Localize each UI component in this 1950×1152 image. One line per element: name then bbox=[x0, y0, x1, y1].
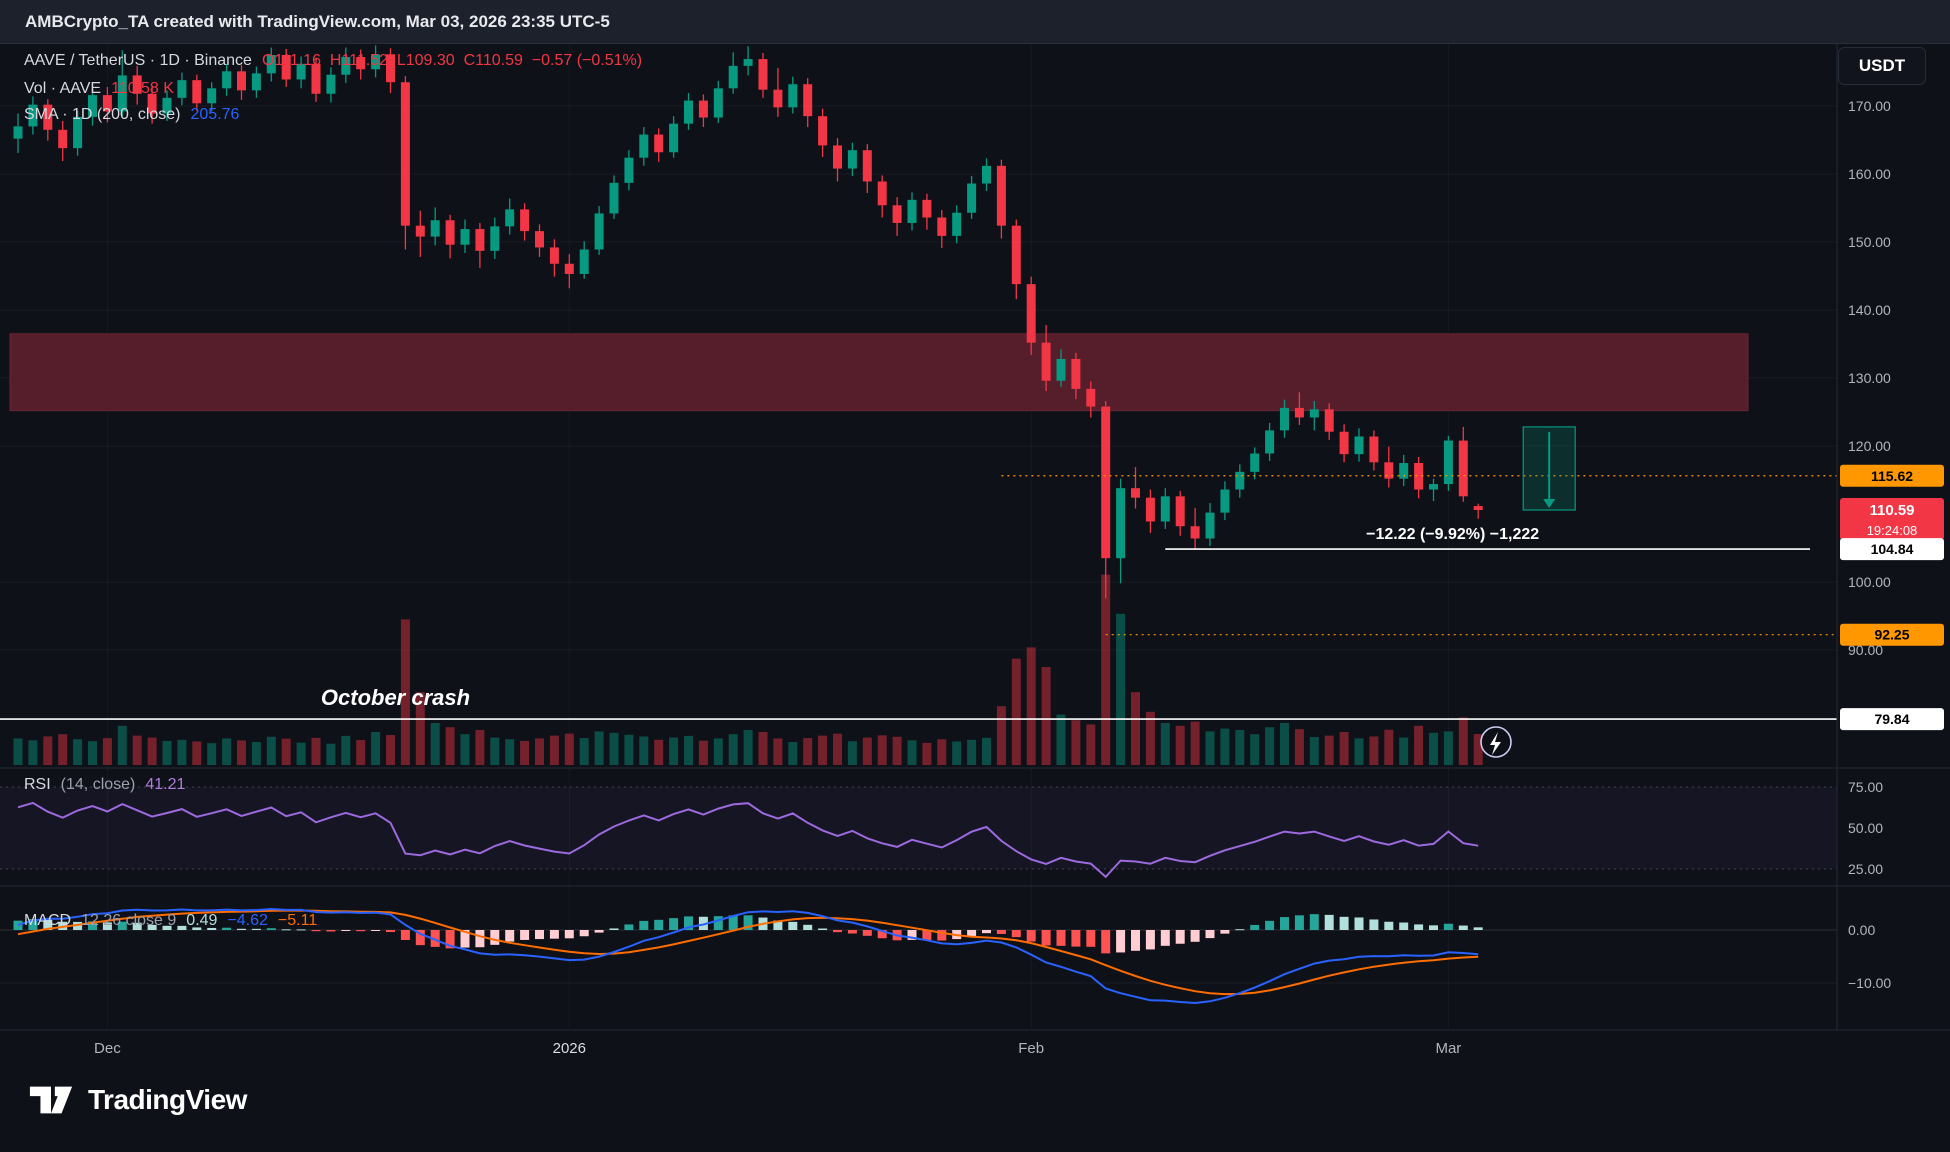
svg-text:75.00: 75.00 bbox=[1848, 779, 1883, 795]
svg-text:79.84: 79.84 bbox=[1874, 711, 1909, 727]
svg-text:110.59: 110.59 bbox=[1869, 502, 1914, 519]
svg-text:120.00: 120.00 bbox=[1848, 438, 1891, 454]
tradingview-wordmark: TradingView bbox=[88, 1084, 247, 1115]
october-low-label bbox=[1840, 708, 1944, 731]
rsi-header-row[interactable]: RSI (14, close) 41.21 bbox=[24, 776, 185, 794]
svg-text:−12.22 (−9.92%) −1,222: −12.22 (−9.92%) −1,222 bbox=[1366, 526, 1539, 543]
candlestick-layer bbox=[13, 45, 1483, 599]
rsi-value: 41.21 bbox=[145, 776, 186, 793]
svg-text:150.00: 150.00 bbox=[1848, 234, 1891, 250]
volume-value: 110.58 K bbox=[111, 80, 174, 97]
rsi-pane bbox=[0, 786, 1837, 879]
svg-text:25.00: 25.00 bbox=[1848, 861, 1883, 877]
measure-tool bbox=[1522, 426, 1576, 511]
svg-text:104.84: 104.84 bbox=[1871, 541, 1914, 557]
macd-header-row[interactable]: MACD 12 26 close 9 0.49 −4.62 −5.11 bbox=[24, 912, 317, 930]
tradingview-logo-icon bbox=[29, 1086, 73, 1114]
sma-value: 205.76 bbox=[190, 106, 240, 123]
svg-text:50.00: 50.00 bbox=[1848, 820, 1883, 836]
price-axis: 170.00 160.00 150.00 140.00 130.00 120.00 100.… bbox=[1840, 98, 1944, 991]
lightning-icon[interactable] bbox=[1480, 726, 1512, 758]
resistance-zone bbox=[9, 333, 1749, 412]
volume-label: Vol · AAVE bbox=[24, 80, 102, 97]
attribution-text: AMBCrypto_TA created with TradingView.co… bbox=[25, 11, 610, 31]
symbol-title: AAVE / TetherUS · 1D · Binance bbox=[24, 52, 252, 69]
macd-params: 12 26 close 9 bbox=[81, 912, 177, 929]
svg-text:Dec: Dec bbox=[94, 1040, 121, 1057]
svg-text:170.00: 170.00 bbox=[1848, 98, 1891, 114]
macd-pane bbox=[0, 907, 1837, 1005]
sma-legend-row[interactable]: SMA · 1D (200, close) 205.76 bbox=[24, 106, 239, 124]
volume-legend-row[interactable]: Vol · AAVE 110.58 K bbox=[24, 80, 174, 98]
macd-line-value: −4.62 bbox=[227, 912, 268, 929]
measure-level-label bbox=[1840, 538, 1944, 561]
svg-text:130.00: 130.00 bbox=[1848, 370, 1891, 386]
svg-text:100.00: 100.00 bbox=[1848, 574, 1891, 590]
svg-text:115.62: 115.62 bbox=[1871, 468, 1913, 484]
svg-text:140.00: 140.00 bbox=[1848, 302, 1891, 318]
last-price-label bbox=[1840, 497, 1944, 540]
svg-text:92.25: 92.25 bbox=[1874, 627, 1909, 643]
svg-text:160.00: 160.00 bbox=[1848, 166, 1891, 182]
macd-signal-value: −5.11 bbox=[277, 912, 318, 929]
ohlc-values: O111.16 H111.52 L109.30 C110.59 −0.57 (−… bbox=[261, 52, 643, 69]
macd-line bbox=[17, 907, 1479, 1005]
svg-text:0.00: 0.00 bbox=[1848, 922, 1875, 938]
support-label bbox=[1840, 623, 1944, 646]
volume-layer bbox=[13, 574, 1483, 765]
currency-button[interactable]: USDT bbox=[1838, 47, 1926, 85]
resistance-label bbox=[1840, 464, 1944, 487]
svg-text:19:24:08: 19:24:08 bbox=[1867, 523, 1918, 538]
sma-label: SMA · 1D (200, close) bbox=[24, 106, 181, 123]
grid-layer bbox=[0, 44, 1837, 1030]
levels-layer: −12.22 (−9.92%) −1,222 bbox=[0, 475, 1837, 720]
svg-text:2026: 2026 bbox=[553, 1040, 586, 1057]
macd-hist-value: 0.49 bbox=[186, 912, 218, 929]
macd-label: MACD bbox=[24, 912, 72, 929]
rsi-params: (14, close) bbox=[60, 776, 136, 793]
rsi-line bbox=[17, 801, 1479, 879]
top-bar: AMBCrypto_TA created with TradingView.co… bbox=[0, 0, 1950, 44]
svg-text:October crash: October crash bbox=[321, 685, 470, 710]
svg-text:−10.00: −10.00 bbox=[1848, 975, 1891, 991]
svg-text:Feb: Feb bbox=[1018, 1040, 1044, 1057]
tradingview-logo[interactable]: TradingView bbox=[28, 1084, 247, 1116]
rsi-label: RSI bbox=[24, 776, 51, 793]
svg-text:90.00: 90.00 bbox=[1848, 642, 1883, 658]
symbol-legend-row[interactable]: AAVE / TetherUS · 1D · Binance O111.16 H… bbox=[24, 52, 642, 70]
svg-text:Mar: Mar bbox=[1435, 1040, 1461, 1057]
